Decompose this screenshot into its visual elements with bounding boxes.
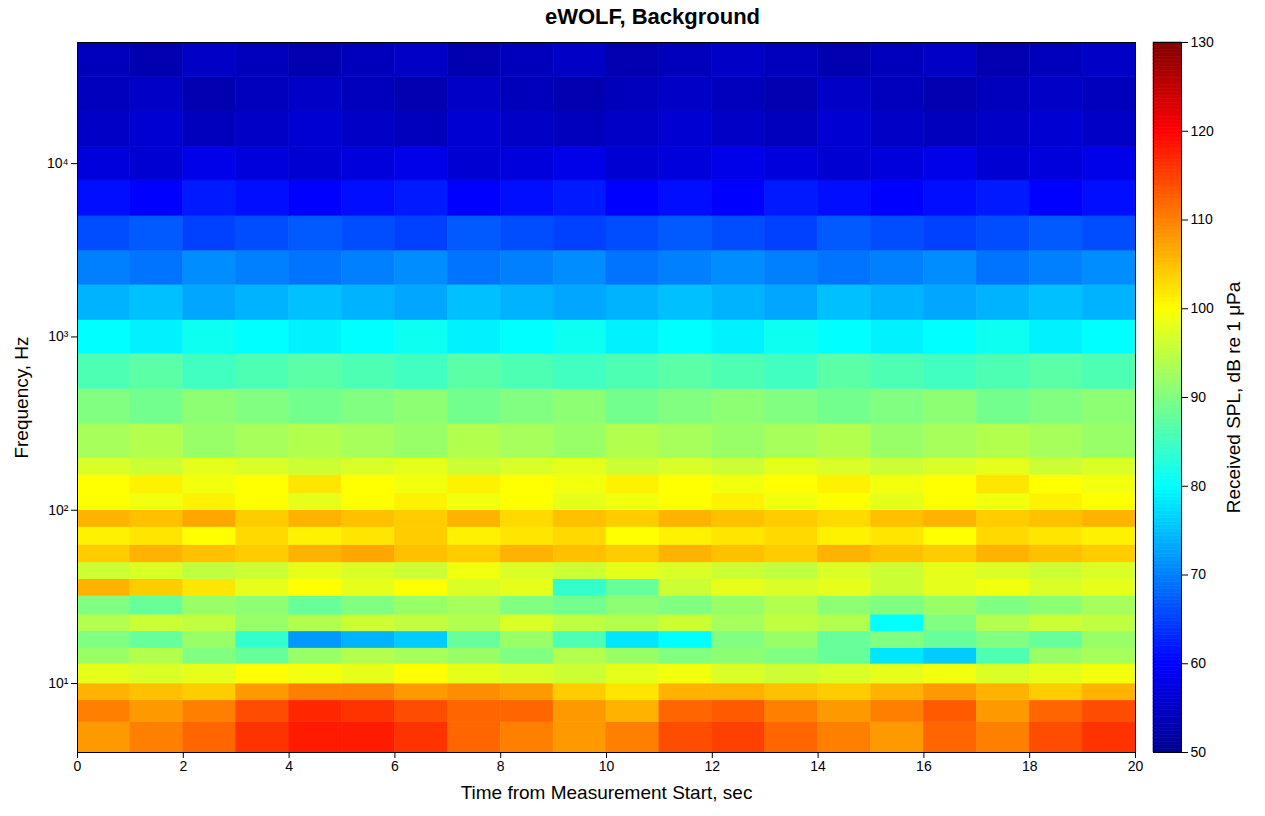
svg-text:18: 18 bbox=[1022, 758, 1038, 774]
svg-text:10⁴: 10⁴ bbox=[47, 155, 69, 171]
svg-text:Frequency, Hz: Frequency, Hz bbox=[11, 336, 32, 458]
svg-text:10¹: 10¹ bbox=[48, 675, 69, 691]
svg-text:14: 14 bbox=[810, 758, 826, 774]
svg-text:2: 2 bbox=[179, 758, 187, 774]
svg-text:100: 100 bbox=[1191, 300, 1215, 316]
html-text:eWOLF, Background: eWOLF, Background bbox=[544, 4, 761, 29]
svg-text:130: 130 bbox=[1191, 34, 1215, 50]
svg-text:0: 0 bbox=[74, 758, 82, 774]
svg-text:20: 20 bbox=[1128, 758, 1144, 774]
svg-text:110: 110 bbox=[1191, 211, 1214, 227]
svg-text:60: 60 bbox=[1191, 655, 1207, 671]
svg-text:50: 50 bbox=[1191, 744, 1207, 760]
svg-text:Received SPL, dB re 1 μPa: Received SPL, dB re 1 μPa bbox=[1223, 281, 1244, 513]
svg-text:10: 10 bbox=[599, 758, 615, 774]
svg-text:10³: 10³ bbox=[48, 328, 69, 344]
svg-text:90: 90 bbox=[1191, 389, 1207, 405]
svg-text:8: 8 bbox=[497, 758, 505, 774]
svg-text:10²: 10² bbox=[48, 502, 69, 518]
svg-text:6: 6 bbox=[391, 758, 399, 774]
svg-text:12: 12 bbox=[705, 758, 721, 774]
svg-text:Time from Measurement Start, s: Time from Measurement Start, sec bbox=[461, 782, 753, 803]
svg-text:70: 70 bbox=[1191, 566, 1207, 582]
svg-text:4: 4 bbox=[285, 758, 293, 774]
svg-text:16: 16 bbox=[916, 758, 932, 774]
svg-text:120: 120 bbox=[1191, 123, 1215, 139]
svg-text:80: 80 bbox=[1191, 478, 1207, 494]
